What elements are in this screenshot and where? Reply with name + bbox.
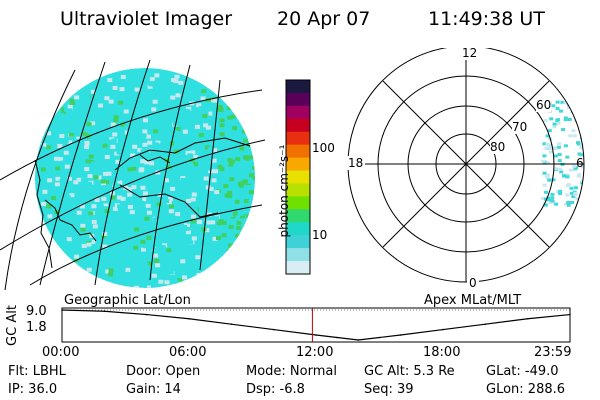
colorbar-tick-10: 10 [312,228,328,242]
x-tick-label: 23:59 [534,345,572,360]
status-dsp: Dsp: -6.8 [246,382,305,397]
altitude-point [145,313,148,316]
altitude-point [526,317,529,320]
coastlines [34,137,251,269]
chart-frame [61,307,571,343]
mlt-18-label: 18 [346,156,366,170]
colorbar-segment [286,118,310,133]
y-axis-label: GC Alt [4,305,20,346]
mlat-80-label: 80 [490,140,506,154]
colorbar-segment [286,183,310,197]
altitude-point [484,323,487,325]
colorbar-tick-100: 100 [312,141,335,155]
altitude-point [230,323,233,325]
altitude-chart [61,307,571,343]
y-tick-9: 9.0 [26,304,47,319]
x-tick-label: 12:00 [296,345,334,360]
colorbar-label: photon cm⁻²s⁻¹ [277,144,291,238]
status-glon: GLon: 288.6 [486,382,566,397]
mlt-6-label: 6 [576,156,584,170]
colorbar-segment [286,92,310,107]
altitude-point [272,328,275,331]
status-glat: GLat: -49.0 [486,364,559,379]
colorbar-segment [286,80,310,94]
y-tick-1-8: 1.8 [26,320,47,335]
mlat-70-label: 70 [512,120,528,134]
altitude-point [399,334,402,336]
x-tick-label: 06:00 [169,345,207,360]
altitude-point [103,310,106,313]
status-door: Door: Open [126,364,201,379]
altitude-point [188,317,190,320]
colorbar-segment [286,144,310,159]
colorbar-segment [286,261,310,275]
x-tick-label: 00:00 [42,345,80,360]
date-label: 20 Apr 07 [277,8,371,30]
colorbar-segment [286,131,310,146]
time-label: 11:49:38 UT [428,8,545,30]
status-flt: Flt: LBHL [8,364,66,379]
polar-plot-label: Apex MLat/MLT [424,293,522,308]
status-seq: Seq: 39 [364,382,414,397]
colorbar-segment [286,222,310,236]
status-mode: Mode: Normal [246,364,337,379]
mlt-0-label: 0 [467,276,479,290]
altitude-point [569,313,571,316]
colorbar-segment [286,196,310,210]
geo-map [0,59,266,291]
app-title: Ultraviolet Imager [60,8,233,30]
altitude-point [315,334,317,336]
x-tick-label: 18:00 [423,345,461,360]
altitude-point [357,339,360,341]
colorbar-segment [286,105,310,120]
status-gain: Gain: 14 [126,382,181,397]
mlat-60-label: 60 [536,98,552,112]
colorbar-segment [286,209,310,223]
geo-map-label: Geographic Lat/Lon [64,293,191,308]
status-gcalt: GC Alt: 5.3 Re [364,364,455,379]
colorbar-segment [286,170,310,184]
geo-grid [0,59,266,291]
colorbar-segment [286,235,310,249]
colorbar-segment [286,157,310,172]
colorbar [285,79,311,275]
altitude-point [442,328,444,331]
altitude-point [336,336,338,339]
polar-plot [347,48,585,283]
status-ip: IP: 36.0 [8,382,58,397]
altitude-point [378,336,381,339]
colorbar-segment [286,248,310,262]
mlt-12-label: 12 [460,46,480,60]
